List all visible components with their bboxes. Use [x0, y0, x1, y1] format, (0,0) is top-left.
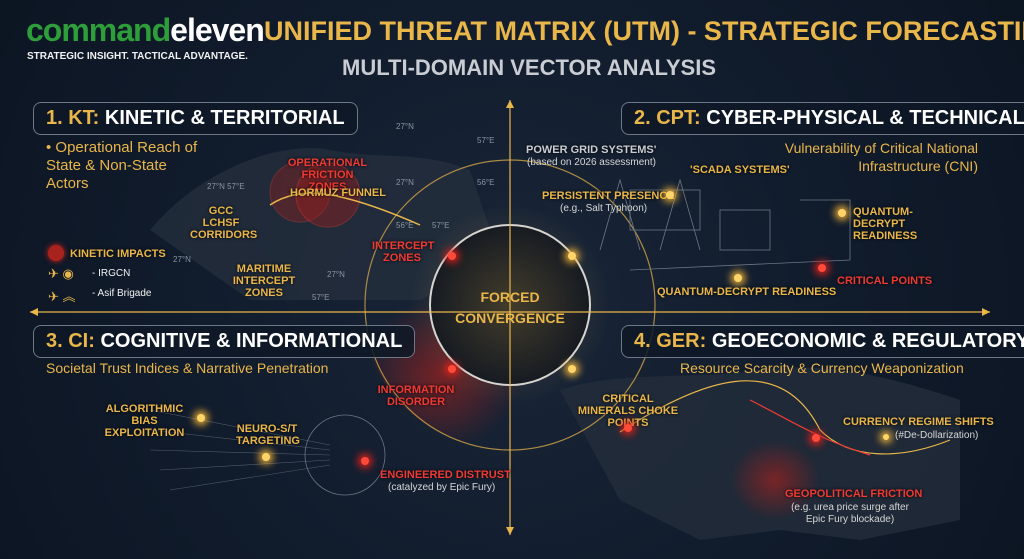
label-persistent: PERSISTENT PRESENCE — [542, 190, 675, 202]
power-grid-note: (based on 2026 assessment) — [527, 157, 656, 168]
label-engineered-distrust: ENGINEERED DISTRUST — [380, 469, 511, 481]
kinetic-node — [448, 252, 456, 260]
label-intercept: INTERCEPT ZONES — [372, 240, 435, 264]
scada-schematic — [599, 178, 851, 271]
coord: 56°E — [477, 178, 495, 187]
cyber-node — [568, 252, 576, 260]
page-title: UNIFIED THREAT MATRIX (UTM) - STRATEGIC … — [264, 16, 1024, 46]
coord: 57°E — [477, 136, 495, 145]
coord: 56°E — [396, 221, 414, 230]
neuro-node — [262, 453, 270, 461]
label-hormuz: HORMUZ FUNNEL — [290, 187, 386, 199]
coord: 57°E — [312, 293, 330, 302]
cpt-number: 2. CPT: — [634, 107, 701, 129]
ger-title: GEOECONOMIC & REGULATORY — [711, 330, 1024, 352]
critical-node — [818, 264, 826, 272]
legend-irgcn: - IRGCN — [92, 268, 131, 279]
ger-header: 4. GER: GEOECONOMIC & REGULATORY — [621, 325, 1024, 358]
center-line2: CONVERGENCE — [455, 310, 565, 326]
currency-note: (#De-Dollarization) — [895, 430, 979, 441]
logo: commandeleven — [26, 12, 265, 49]
label-neuro: NEURO-S/T TARGETING — [236, 423, 300, 447]
page-subtitle: MULTI-DOMAIN VECTOR ANALYSIS — [342, 55, 717, 80]
kinetic-impact-icon — [48, 245, 64, 261]
label-geopolitical-friction: GEOPOLITICAL FRICTION — [785, 488, 923, 500]
label-quantum-bottom: QUANTUM-DECRYPT READINESS — [657, 286, 837, 298]
kt-bullet-text: Operational Reach of State & Non-State A… — [46, 139, 198, 192]
friction-node — [812, 434, 820, 442]
logo-command: command — [26, 12, 171, 48]
label-scada: 'SCADA SYSTEMS' — [690, 164, 790, 176]
friction-note: (e.g. urea price surge after Epic Fury b… — [791, 502, 909, 525]
ci-header: 3. CI: COGNITIVE & INFORMATIONAL — [33, 325, 416, 358]
algo-node — [197, 414, 205, 422]
coord: 57°E — [432, 221, 450, 230]
label-critical-minerals: CRITICAL MINERALS CHOKE POINTS — [577, 393, 679, 429]
label-gcc: GCC LCHSF CORRIDORS — [190, 205, 258, 241]
geo-node — [568, 365, 576, 373]
asif-icons: ✈ ︽ — [48, 289, 76, 304]
kt-title: KINETIC & TERRITORIAL — [104, 107, 345, 129]
coord: 27°N — [396, 178, 414, 187]
minerals-node — [624, 424, 632, 432]
coord: 27°N — [173, 255, 191, 264]
persistent-node — [666, 191, 674, 199]
kt-map — [150, 148, 500, 300]
currency-node — [883, 434, 889, 440]
persistent-note: (e.g., Salt Typhoon) — [560, 203, 648, 214]
legend-asif: - Asif Brigade — [92, 288, 152, 299]
irgcn-icons: ✈ ◉ — [48, 266, 74, 281]
legend-kinetic: KINETIC IMPACTS — [70, 248, 166, 260]
kt-header: 1. KT: KINETIC & TERRITORIAL — [33, 102, 358, 135]
ci-subtitle: Societal Trust Indices & Narrative Penet… — [46, 360, 329, 376]
center-line1: FORCED — [480, 289, 540, 305]
kt-bullet: • Operational Reach of State & Non-State… — [46, 139, 198, 192]
ci-title: COGNITIVE & INFORMATIONAL — [100, 330, 403, 352]
label-power-grid: POWER GRID SYSTEMS' — [526, 144, 657, 156]
label-critical-points: CRITICAL POINTS — [837, 275, 933, 287]
tagline: STRATEGIC INSIGHT. TACTICAL ADVANTAGE. — [27, 51, 248, 62]
coord: 27°N — [396, 122, 414, 131]
quantum-node — [838, 209, 846, 217]
cpt-header: 2. CPT: CYBER-PHYSICAL & TECHNICAL — [621, 102, 1024, 135]
ger-subtitle: Resource Scarcity & Currency Weaponizati… — [680, 360, 964, 376]
label-currency-regime: CURRENCY REGIME SHIFTS — [843, 416, 994, 428]
cognitive-node — [448, 365, 456, 373]
label-friction-zones: OPERATIONAL FRICTION ZONES — [287, 157, 368, 193]
label-algo-bias: ALGORITHMIC BIAS EXPLOITATION — [104, 403, 185, 439]
distrust-node — [361, 457, 369, 465]
cpt-title: CYBER-PHYSICAL & TECHNICAL — [706, 107, 1024, 129]
coord: 27°N 57°E — [207, 182, 245, 191]
cpt-subtitle: Vulnerability of Critical National Infra… — [784, 140, 978, 174]
kt-number: 1. KT: — [46, 107, 100, 129]
ger-number: 4. GER: — [634, 330, 707, 352]
quantum-node-2 — [734, 274, 742, 282]
ci-number: 3. CI: — [46, 330, 95, 352]
coord: 27°N — [327, 270, 345, 279]
ci-data-streams — [149, 409, 331, 491]
forced-convergence: FORCED CONVERGENCE — [430, 287, 590, 329]
label-info-disorder: INFORMATION DISORDER — [377, 384, 455, 408]
logo-eleven: eleven — [170, 12, 265, 48]
label-quantum-right: QUANTUM-DECRYPT READINESS — [853, 206, 918, 242]
label-maritime: MARITIME INTERCEPT ZONES — [232, 263, 296, 299]
distrust-note: (catalyzed by Epic Fury) — [388, 482, 496, 493]
